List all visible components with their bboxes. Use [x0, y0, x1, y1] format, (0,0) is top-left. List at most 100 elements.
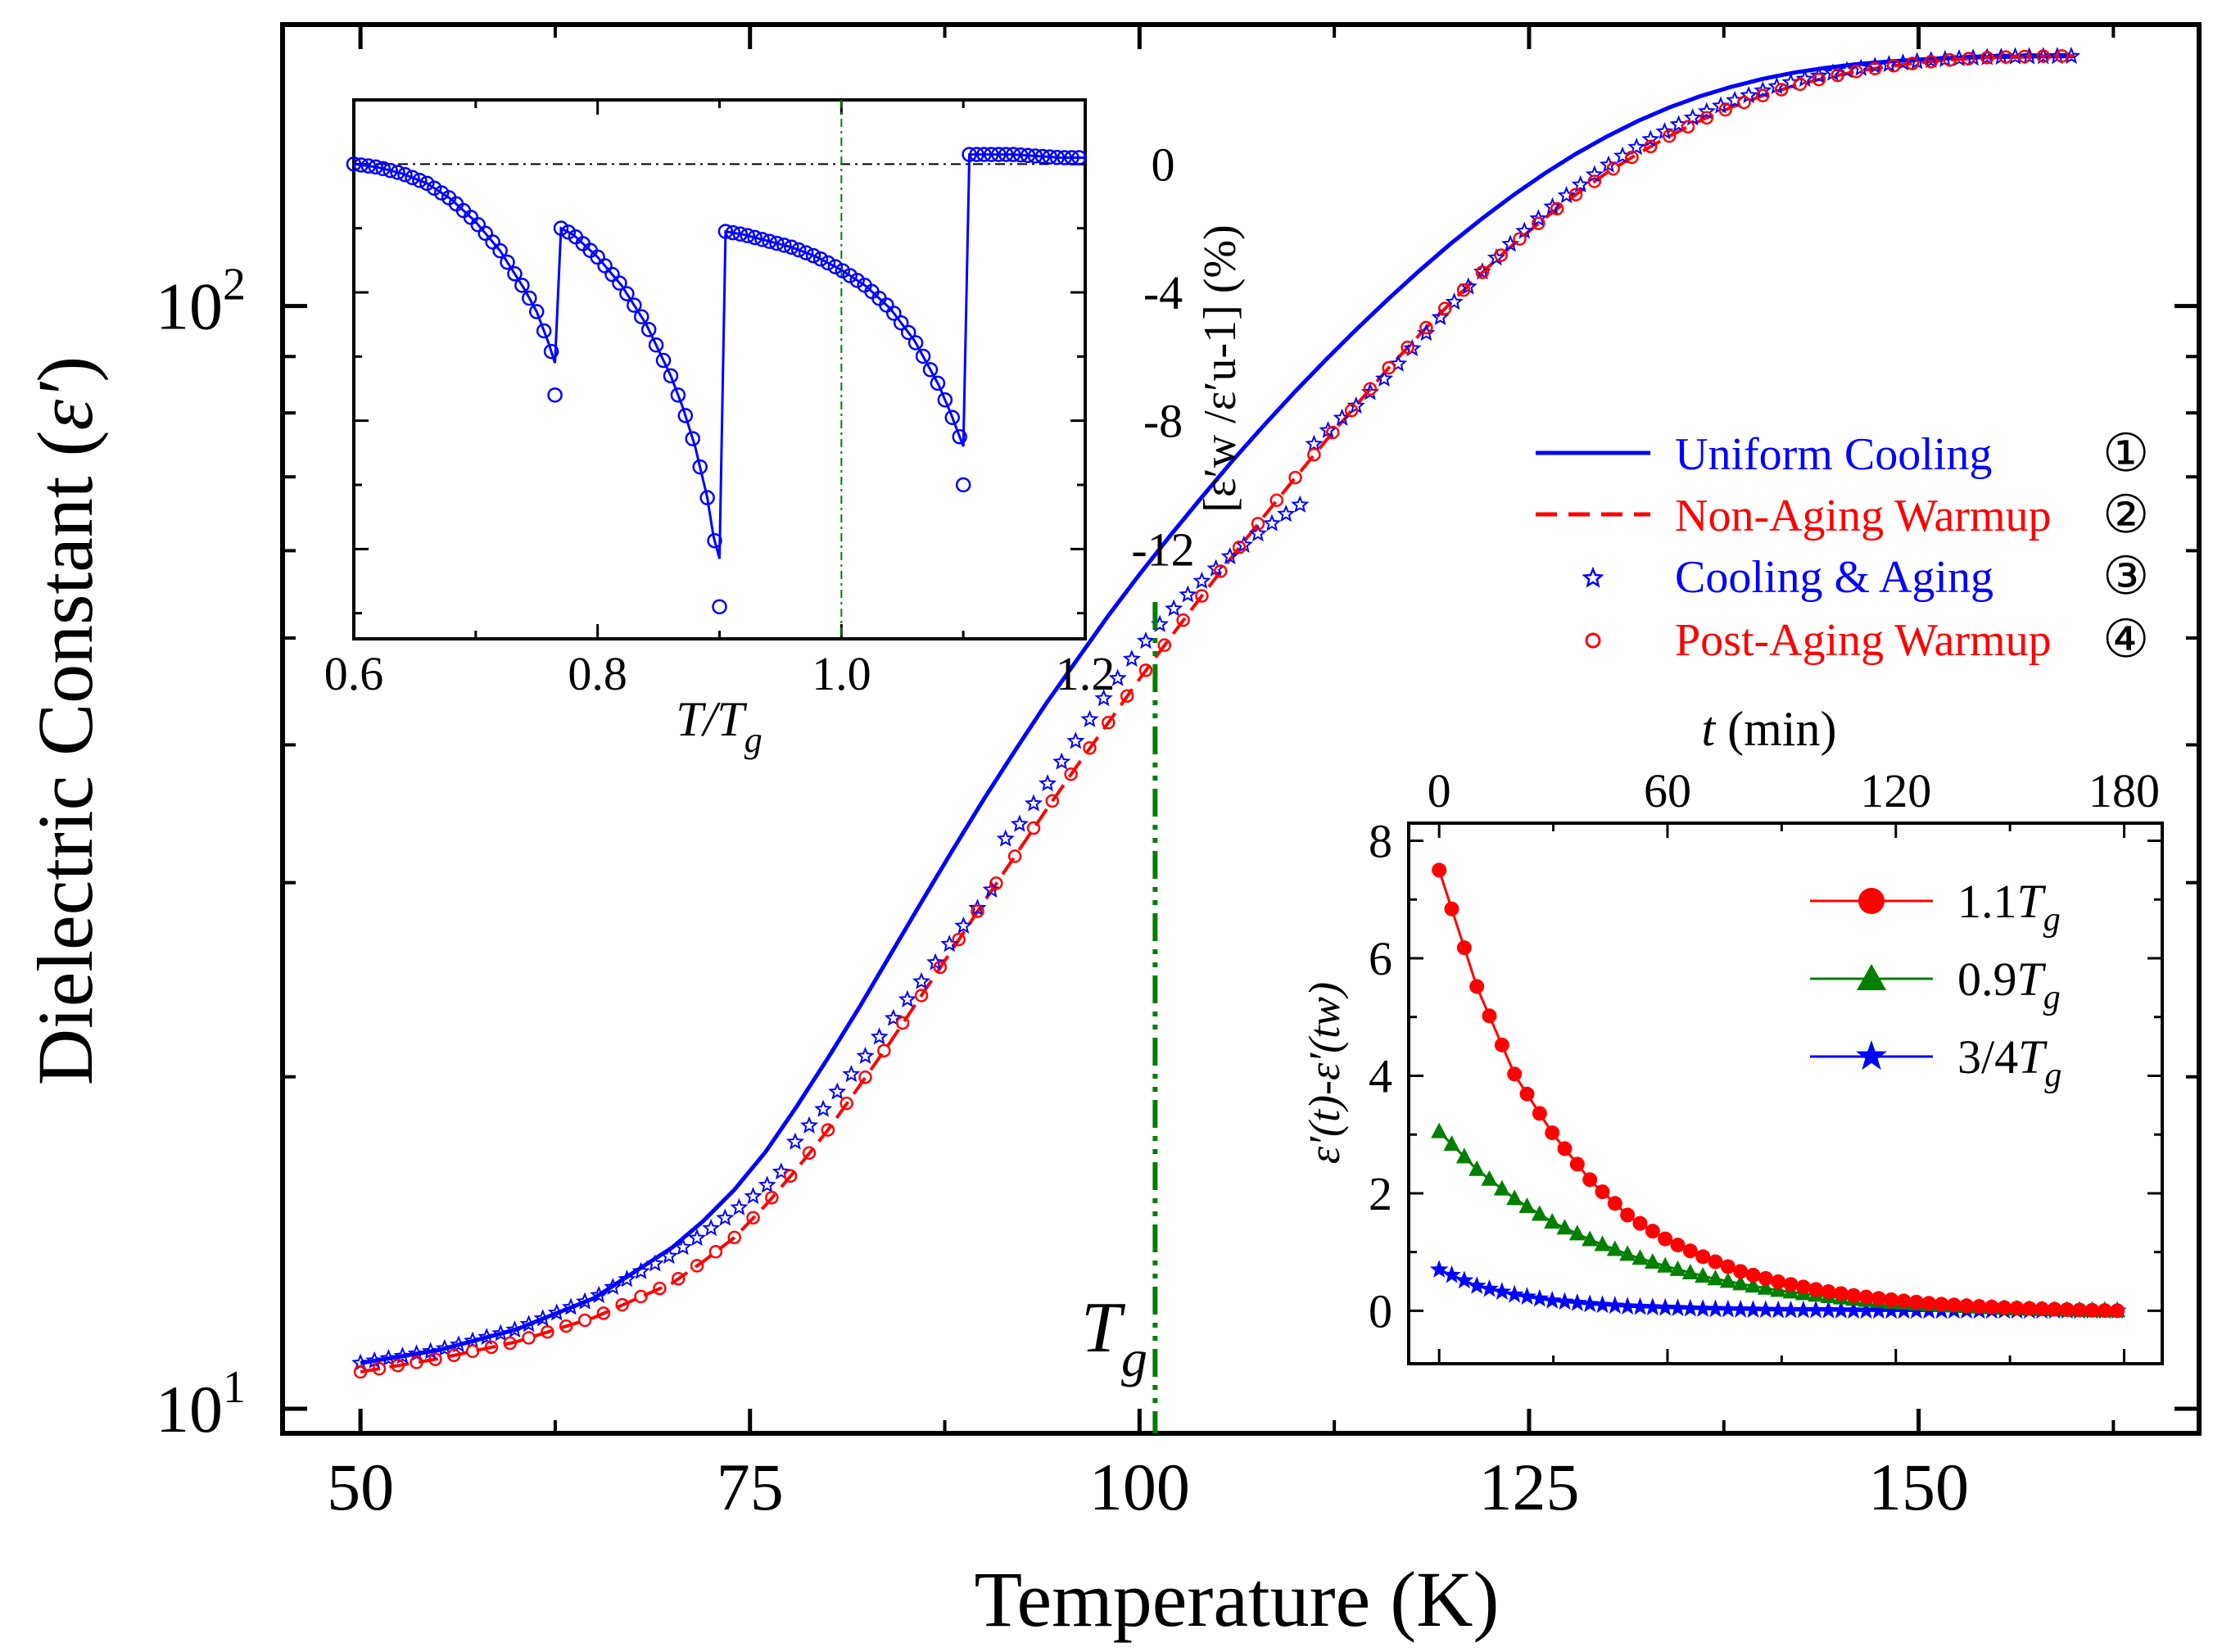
point-cooling-aging [898, 989, 916, 1007]
inset-relaxation-point [1506, 1189, 1523, 1206]
point-cooling-aging [1066, 731, 1085, 749]
inset-ratio-point [754, 232, 770, 247]
point-post-aging-warmup [1157, 638, 1172, 652]
point-post-aging-warmup [1045, 794, 1060, 808]
inset-ratio-point [1049, 149, 1066, 165]
point-cooling-aging [604, 1278, 622, 1296]
legend-marker-3-4tg [1856, 1040, 1887, 1070]
inset-relaxation-point [1544, 1212, 1561, 1229]
inset-ratio-point [820, 255, 836, 271]
inset-ratio-point [725, 224, 741, 241]
inset-ratio-point [1020, 147, 1036, 164]
inset-relaxation-point [1669, 1260, 1686, 1276]
inset-ratio-point [747, 229, 763, 246]
inset-relaxation-point [1531, 1205, 1548, 1221]
inset-relaxation-point [1442, 1265, 1461, 1283]
x-tick-label: 125 [1478, 1450, 1579, 1524]
point-post-aging-warmup [1849, 65, 1863, 79]
legend-label-cooling-aging: Cooling & Aging [1675, 552, 1993, 603]
inset-relaxation-x-tick-label: 0 [1428, 764, 1451, 817]
inset-relaxation-point [1833, 1286, 1849, 1301]
legend-marker-0-9tg [1857, 964, 1886, 990]
point-post-aging-warmup [391, 1359, 405, 1373]
series-uniform-cooling [360, 54, 2075, 1365]
inset-relaxation-point [1869, 1301, 1889, 1319]
inset-relaxation-point [1631, 1297, 1650, 1315]
point-cooling-aging [730, 1197, 749, 1215]
point-post-aging-warmup [1269, 493, 1284, 508]
inset-ratio-x-tick-label: 1.2 [1056, 647, 1116, 700]
point-post-aging-warmup [895, 1016, 910, 1030]
point-cooling-aging [1374, 369, 1394, 387]
point-post-aging-warmup [653, 1281, 667, 1296]
inset-ratio-point [529, 304, 545, 319]
inset-ratio-point [522, 290, 537, 306]
main-plot: 50 75 100 125 150 101 102 Tg Temperature (K) D… [21, 22, 2202, 1643]
point-post-aging-warmup [1513, 232, 1527, 246]
point-cooling-aging [1038, 774, 1057, 792]
point-post-aging-warmup [2036, 49, 2051, 63]
inset-ratio-point [500, 254, 515, 270]
inset-ratio-point [805, 247, 821, 264]
point-post-aging-warmup [952, 932, 966, 947]
point-post-aging-warmup [596, 1306, 611, 1320]
inset-ratio-point [368, 159, 384, 175]
point-post-aging-warmup [1176, 613, 1190, 627]
inset-relaxation-data [1429, 862, 2127, 1319]
point-cooling-aging [800, 1116, 819, 1134]
inset-relaxation-point [1443, 1135, 1460, 1152]
inset-ratio-y-tick-label: 0 [1152, 138, 1175, 191]
point-cooling-aging [772, 1162, 790, 1180]
inset-relaxation-point [2084, 1302, 2100, 1318]
inset-ratio-x-tick-label: 0.6 [324, 647, 384, 700]
legend-number-1: ① [2102, 424, 2149, 482]
inset-relaxation-axes: 0 60 120 180 0 2 4 6 8 [1369, 764, 2162, 1364]
inset-relaxation-point [1781, 1300, 1800, 1319]
inset-relaxation-x-label: t (min) [1702, 702, 1837, 756]
inset-relaxation-point [1708, 1254, 1723, 1270]
inset-ratio-point [812, 251, 829, 267]
point-post-aging-warmup [1232, 541, 1247, 554]
point-post-aging-warmup [1251, 517, 1265, 531]
inset-relaxation-series-0 [1432, 862, 2125, 1319]
inset-ratio-point [597, 258, 613, 274]
inset-relaxation-point [1771, 1274, 1786, 1289]
point-post-aging-warmup [1774, 83, 1789, 97]
inset-relaxation-point [1795, 1279, 1811, 1295]
point-cooling-aging [590, 1285, 609, 1303]
point-post-aging-warmup [1120, 689, 1134, 703]
inset-ratio-point [360, 158, 377, 174]
point-cooling-aging [1389, 354, 1408, 372]
inset-ratio-point [798, 245, 814, 260]
point-post-aging-warmup [577, 1313, 592, 1328]
x-tick-label: 100 [1089, 1450, 1190, 1524]
point-post-aging-warmup [765, 1191, 779, 1205]
point-cooling-aging [1010, 814, 1029, 832]
inset-relaxation-point [1857, 1301, 1876, 1319]
inset-ratio-y-label: [ε′w /ε′u-1] (%) [1195, 224, 1246, 512]
inset-relaxation-point [1456, 940, 1472, 956]
inset-relaxation-point [1605, 1296, 1625, 1314]
inset-ratio-point [762, 233, 777, 249]
point-post-aging-warmup [1064, 767, 1078, 781]
point-post-aging-warmup [503, 1336, 518, 1351]
inset-ratio-point [346, 156, 362, 172]
inset-relaxation-point [1545, 1125, 1560, 1141]
inset-relaxation-point [1858, 1289, 1874, 1305]
inset-relaxation-point [1657, 1256, 1674, 1273]
x-tick-label: 150 [1868, 1450, 1969, 1524]
inset-ratio-point [1005, 147, 1021, 162]
inset-relaxation-point [1432, 862, 1447, 878]
inset-ratio-point [1042, 149, 1058, 165]
legend-number-2: ② [2102, 486, 2149, 544]
inset-relaxation-point [1606, 1240, 1623, 1256]
inset-ratio-point [507, 266, 523, 282]
point-post-aging-warmup [839, 1096, 853, 1111]
inset-relaxation-point [1632, 1215, 1648, 1231]
inset-ratio-y-tick-label: -12 [1131, 523, 1194, 576]
inset-ratio-point [390, 165, 405, 180]
inset-ratio-x-label: T/Tg [676, 692, 762, 760]
inset-relaxation-point [1921, 1296, 1937, 1311]
inset-relaxation-y-label: ε′(t)-ε′(tw) [1300, 982, 1349, 1164]
point-cooling-aging [659, 1247, 678, 1265]
